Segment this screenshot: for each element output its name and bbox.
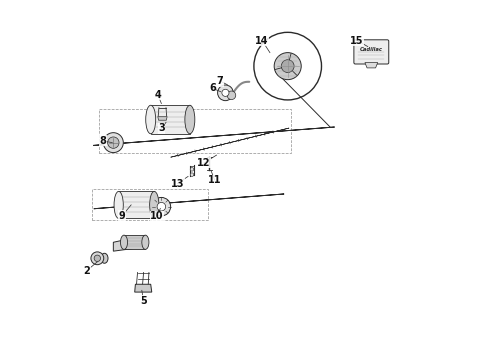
Circle shape	[94, 255, 100, 261]
Text: 6: 6	[209, 83, 216, 93]
Polygon shape	[94, 194, 284, 209]
Circle shape	[222, 89, 229, 96]
FancyBboxPatch shape	[354, 40, 389, 64]
Text: 8: 8	[99, 136, 106, 146]
Polygon shape	[113, 236, 147, 251]
Ellipse shape	[185, 105, 195, 134]
Circle shape	[157, 202, 166, 211]
Text: 13: 13	[171, 179, 184, 189]
Ellipse shape	[121, 235, 127, 249]
Polygon shape	[135, 284, 152, 292]
Polygon shape	[171, 128, 289, 157]
Text: 15: 15	[350, 36, 364, 45]
Text: 12: 12	[197, 158, 211, 168]
Text: 3: 3	[158, 123, 165, 134]
Text: 9: 9	[119, 211, 125, 221]
Text: 7: 7	[217, 76, 223, 86]
Circle shape	[91, 252, 104, 265]
Circle shape	[190, 173, 194, 176]
Text: 5: 5	[140, 296, 147, 306]
Circle shape	[103, 133, 123, 153]
Circle shape	[227, 91, 236, 100]
Circle shape	[152, 197, 171, 216]
Polygon shape	[119, 192, 154, 219]
Text: Cadillac: Cadillac	[360, 47, 383, 52]
Circle shape	[274, 53, 301, 80]
Text: 11: 11	[208, 175, 221, 185]
Polygon shape	[93, 127, 335, 145]
Text: 2: 2	[83, 266, 90, 276]
Polygon shape	[124, 235, 146, 249]
Ellipse shape	[149, 192, 159, 219]
Text: 14: 14	[255, 36, 269, 45]
Polygon shape	[365, 63, 378, 68]
Text: 4: 4	[154, 90, 161, 100]
Ellipse shape	[114, 192, 123, 219]
Ellipse shape	[146, 105, 156, 134]
Text: 10: 10	[150, 211, 164, 221]
Circle shape	[190, 167, 194, 171]
Circle shape	[218, 85, 233, 101]
Polygon shape	[158, 117, 167, 120]
Circle shape	[108, 137, 119, 148]
Ellipse shape	[101, 253, 108, 263]
Polygon shape	[151, 105, 190, 134]
Ellipse shape	[142, 235, 149, 249]
Circle shape	[281, 60, 294, 72]
